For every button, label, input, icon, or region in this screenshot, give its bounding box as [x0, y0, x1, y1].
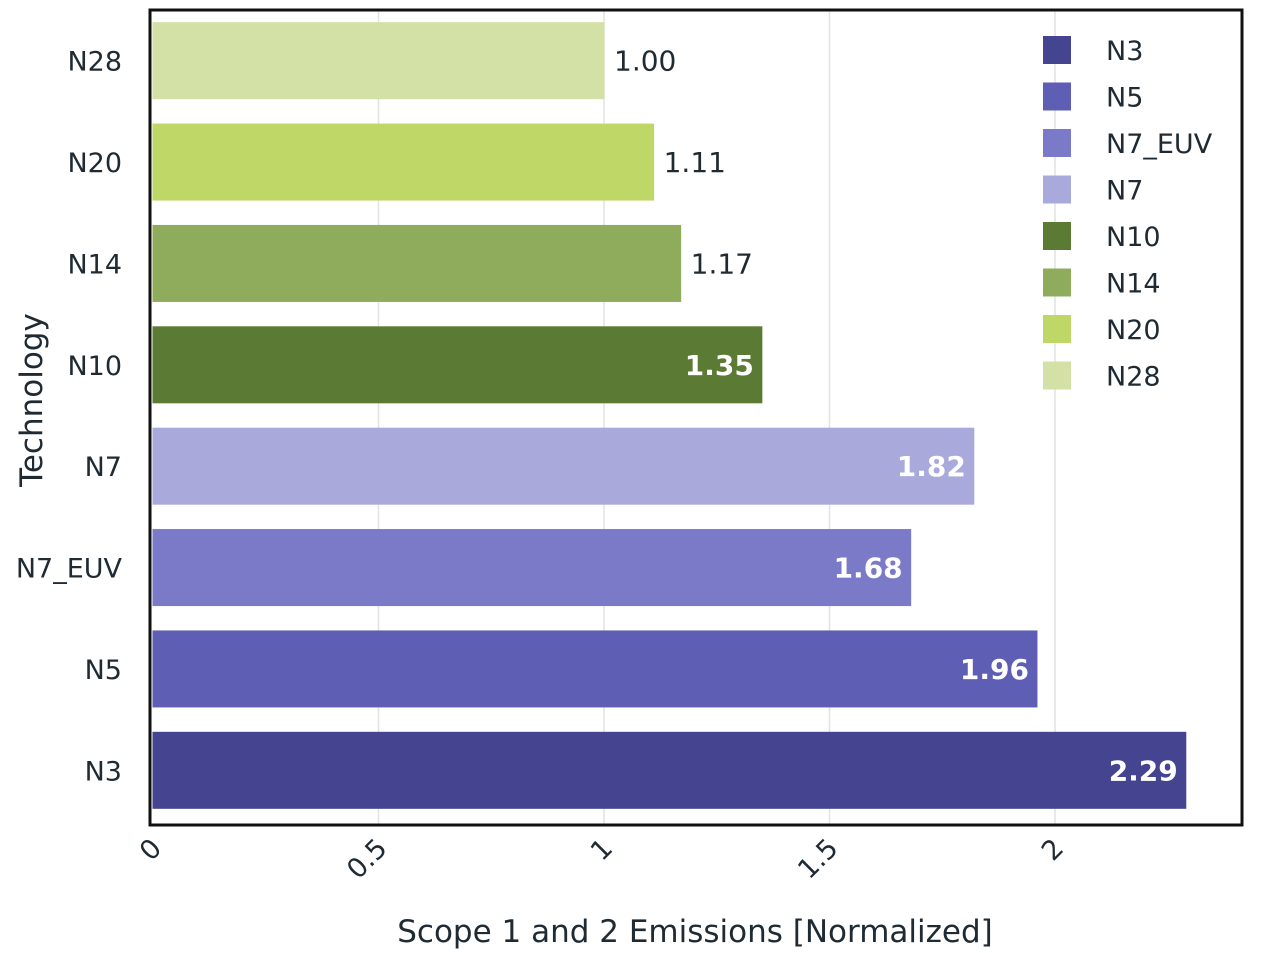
- value-label-n5: 1.96: [960, 653, 1029, 686]
- bar-n14: [152, 224, 682, 302]
- y-axis-title: Technology: [14, 313, 50, 488]
- legend-label-n3: N3: [1106, 36, 1143, 67]
- bar-n20: [152, 123, 655, 201]
- legend-swatch-n14: [1043, 268, 1071, 297]
- legend-swatch-n7_euv: [1043, 129, 1071, 157]
- legend-label-n28: N28: [1106, 362, 1161, 393]
- bar-n7: [152, 427, 975, 505]
- value-label-n14: 1.17: [691, 247, 753, 280]
- bar-n10: [152, 326, 763, 404]
- plot-frame: [148, 8, 1244, 827]
- bar-n7_euv: [152, 529, 912, 607]
- value-label-n20: 1.11: [664, 146, 726, 179]
- legend-swatch-n7: [1043, 175, 1071, 204]
- legend-label-n10: N10: [1106, 222, 1161, 253]
- legend-swatch-n10: [1043, 222, 1071, 250]
- value-label-n7_euv: 1.68: [834, 552, 903, 585]
- y-tick-n5: N5: [85, 655, 122, 686]
- y-tick-n10: N10: [67, 351, 122, 382]
- legend-label-n20: N20: [1106, 315, 1161, 346]
- legend-swatch-n28: [1043, 361, 1071, 390]
- y-tick-labels: N28 N20 N14 N10 N7 N7_EUV N5 N3: [16, 47, 123, 788]
- value-label-n10: 1.35: [685, 349, 754, 382]
- legend-swatch-n5: [1043, 82, 1071, 111]
- value-label-n28: 1.00: [614, 45, 676, 78]
- y-tick-n7: N7: [85, 452, 122, 483]
- x-tick-2: 1: [585, 833, 619, 867]
- legend: N3 N5 N7_EUV N7 N10 N14 N20 N28: [1043, 36, 1213, 393]
- legend-label-n5: N5: [1106, 83, 1143, 114]
- value-label-n3: 2.29: [1109, 754, 1178, 787]
- x-tick-1: 0.5: [341, 833, 393, 885]
- y-tick-n7_euv: N7_EUV: [16, 554, 123, 585]
- legend-swatch-n20: [1043, 315, 1071, 343]
- y-tick-n3: N3: [85, 756, 122, 787]
- bar-n28: [152, 22, 605, 100]
- y-tick-n28: N28: [67, 47, 122, 78]
- legend-swatch-n3: [1043, 36, 1071, 64]
- legend-label-n7_euv: N7_EUV: [1106, 129, 1213, 160]
- x-tick-labels: 0 0.5 1 1.5 2: [134, 833, 1070, 885]
- legend-label-n7: N7: [1106, 176, 1143, 207]
- x-axis-title: Scope 1 and 2 Emissions [Normalized]: [397, 914, 993, 950]
- legend-label-n14: N14: [1106, 269, 1161, 300]
- bar-n3: [152, 731, 1187, 809]
- value-label-n7: 1.82: [897, 450, 966, 483]
- x-tick-0: 0: [134, 833, 168, 867]
- bar-n5: [152, 630, 1038, 708]
- y-tick-n14: N14: [67, 249, 122, 280]
- y-tick-n20: N20: [67, 148, 122, 179]
- x-tick-4: 2: [1036, 833, 1070, 867]
- bars: 1.00 1.11 1.17 1.35 1.82 1.68 1.96 2.29: [152, 22, 1187, 809]
- x-tick-3: 1.5: [792, 833, 844, 885]
